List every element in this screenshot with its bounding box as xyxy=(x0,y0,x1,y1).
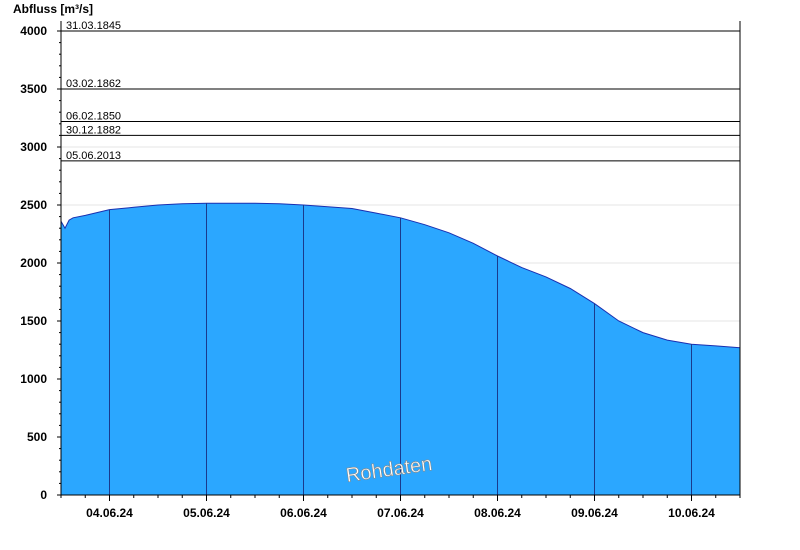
reference-line-label: 31.03.1845 xyxy=(66,20,121,32)
y-tick-label: 2000 xyxy=(20,256,47,270)
x-tick-label: 09.06.24 xyxy=(571,506,618,520)
y-tick-label: 1500 xyxy=(20,314,47,328)
y-axis-label: Abfluss [m³/s] xyxy=(13,2,93,16)
y-tick-label: 4000 xyxy=(20,24,47,38)
y-tick-label: 3000 xyxy=(20,140,47,154)
plot-area: 31.03.1845 03.02.1862 06.02.1850 30.12.1882… xyxy=(20,20,741,520)
reference-line-label: 30.12.1882 xyxy=(66,124,121,136)
y-tick-label: 0 xyxy=(40,488,47,502)
y-tick-label: 1000 xyxy=(20,372,47,386)
x-tick-label: 10.06.24 xyxy=(668,506,715,520)
reference-line-label: 06.02.1850 xyxy=(66,110,121,122)
reference-line-label: 05.06.2013 xyxy=(66,150,121,162)
x-tick-label: 07.06.24 xyxy=(377,506,424,520)
y-tick-label: 500 xyxy=(27,430,47,444)
discharge-line xyxy=(60,202,741,349)
y-tick-label: 3500 xyxy=(20,82,47,96)
y-tick-label: 2500 xyxy=(20,198,47,212)
x-tick-label: 08.06.24 xyxy=(474,506,521,520)
reference-line-label: 03.02.1862 xyxy=(66,78,121,90)
x-tick-label: 05.06.24 xyxy=(183,506,230,520)
x-tick-label: 06.06.24 xyxy=(280,506,327,520)
x-tick-label: 04.06.24 xyxy=(86,506,133,520)
